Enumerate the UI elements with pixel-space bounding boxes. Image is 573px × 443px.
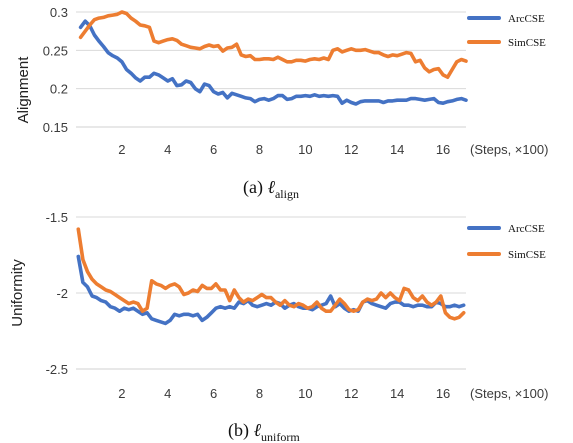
uniformity-caption-symbol: ℓ bbox=[254, 420, 262, 440]
alignment-caption-subscript: align bbox=[275, 187, 299, 201]
alignment-series-lines bbox=[78, 10, 468, 106]
alignment-legend-label-simcse: SimCSE bbox=[508, 37, 546, 49]
uniformity-x-tick-label: 10 bbox=[298, 386, 312, 401]
alignment-x-tick-label: 8 bbox=[256, 142, 263, 157]
alignment-caption-prefix: (a) bbox=[243, 177, 267, 198]
alignment-y-axis-label: Alignment bbox=[15, 56, 32, 124]
alignment-y-tick-label: 0.15 bbox=[43, 120, 68, 135]
uniformity-x-tick-label: 12 bbox=[344, 386, 358, 401]
uniformity-y-tick-label: -2.5 bbox=[46, 362, 68, 377]
uniformity-x-tick-label: 4 bbox=[164, 386, 171, 401]
alignment-caption: (a) ℓalign bbox=[243, 177, 299, 201]
uniformity-y-tick-label: -2 bbox=[56, 286, 68, 301]
uniformity-x-tick-label: 2 bbox=[118, 386, 125, 401]
uniformity-gridlines bbox=[76, 216, 466, 370]
uniformity-series-lines bbox=[76, 227, 466, 326]
alignment-x-ticks: 2 4 6 8 10 12 14 16 bbox=[118, 142, 450, 157]
alignment-simcse-line bbox=[78, 10, 468, 79]
uniformity-x-tick-label: 8 bbox=[256, 386, 263, 401]
uniformity-x-tick-label: 6 bbox=[210, 386, 217, 401]
uniformity-chart: Uniformity -1.5 -2 -2.5 2 4 6 8 10 12 14 16 (Step… bbox=[9, 210, 548, 443]
alignment-y-tick-label: 0.2 bbox=[50, 82, 68, 97]
alignment-x-tick-label: 2 bbox=[118, 142, 125, 157]
uniformity-caption: (b) ℓuniform bbox=[228, 420, 300, 443]
alignment-y-ticks: 0.3 0.25 0.2 0.15 bbox=[43, 5, 68, 135]
alignment-y-tick-label: 0.25 bbox=[43, 43, 68, 58]
alignment-gridlines bbox=[76, 11, 466, 128]
alignment-x-tick-label: 6 bbox=[210, 142, 217, 157]
alignment-x-tick-label: 10 bbox=[298, 142, 312, 157]
uniformity-legend-label-arccse: ArcCSE bbox=[508, 223, 545, 235]
uniformity-y-tick-label: -1.5 bbox=[46, 210, 68, 225]
alignment-x-unit-label: (Steps, ×100) bbox=[470, 142, 548, 157]
uniformity-x-tick-label: 16 bbox=[436, 386, 450, 401]
uniformity-x-unit-label: (Steps, ×100) bbox=[470, 386, 548, 401]
alignment-x-tick-label: 16 bbox=[436, 142, 450, 157]
uniformity-caption-subscript: uniform bbox=[261, 430, 300, 443]
alignment-x-tick-label: 12 bbox=[344, 142, 358, 157]
alignment-arccse-line bbox=[78, 19, 468, 106]
uniformity-y-axis-label: Uniformity bbox=[9, 259, 26, 327]
alignment-y-tick-label: 0.3 bbox=[50, 5, 68, 20]
uniformity-x-tick-label: 14 bbox=[390, 386, 404, 401]
alignment-x-tick-label: 14 bbox=[390, 142, 404, 157]
uniformity-legend: ArcCSE SimCSE bbox=[467, 223, 546, 261]
alignment-legend-label-arccse: ArcCSE bbox=[508, 13, 545, 25]
uniformity-y-ticks: -1.5 -2 -2.5 bbox=[46, 210, 68, 377]
alignment-caption-symbol: ℓ bbox=[267, 177, 275, 197]
uniformity-x-ticks: 2 4 6 8 10 12 14 16 bbox=[118, 386, 450, 401]
alignment-legend: ArcCSE SimCSE bbox=[467, 13, 546, 49]
uniformity-legend-label-simcse: SimCSE bbox=[508, 249, 546, 261]
alignment-x-tick-label: 4 bbox=[164, 142, 171, 157]
alignment-chart: Alignment 0.3 0.25 0.2 0.15 2 4 6 8 10 12 14 16 (S… bbox=[15, 5, 548, 201]
uniformity-simcse-line bbox=[76, 227, 466, 321]
uniformity-caption-prefix: (b) bbox=[228, 420, 254, 441]
